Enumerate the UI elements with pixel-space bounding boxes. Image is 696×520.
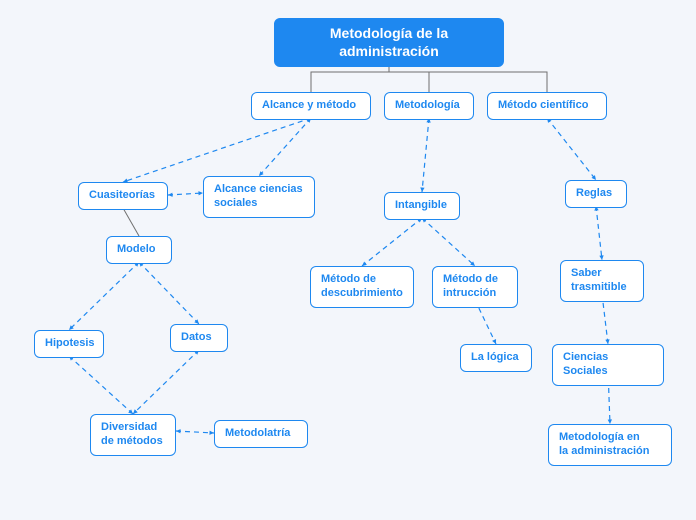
node-cientifico: Método científico <box>487 92 607 120</box>
node-logica: La lógica <box>460 344 532 372</box>
node-cuasi: Cuasiteorías <box>78 182 168 210</box>
node-reglas: Reglas <box>565 180 627 208</box>
node-alcance: Alcance y método <box>251 92 371 120</box>
diagram-canvas: Metodología de la administración Alcance … <box>0 0 696 520</box>
node-intangible: Intangible <box>384 192 460 220</box>
node-saber: Saber trasmitible <box>560 260 644 302</box>
node-ciencias: Ciencias Sociales <box>552 344 664 386</box>
node-datos: Datos <box>170 324 228 352</box>
node-alcance_soc: Alcance ciencias sociales <box>203 176 315 218</box>
node-hipotesis: Hipotesis <box>34 330 104 358</box>
node-root: Metodología de la administración <box>274 18 504 67</box>
node-diversidad: Diversidad de métodos <box>90 414 176 456</box>
node-modelo: Modelo <box>106 236 172 264</box>
node-metodolatria: Metodolatría <box>214 420 308 448</box>
node-met_desc: Método de descubrimiento <box>310 266 414 308</box>
node-met_admin: Metodología en la administración <box>548 424 672 466</box>
node-metodologia: Metodología <box>384 92 474 120</box>
node-met_intr: Método de intrucción <box>432 266 518 308</box>
